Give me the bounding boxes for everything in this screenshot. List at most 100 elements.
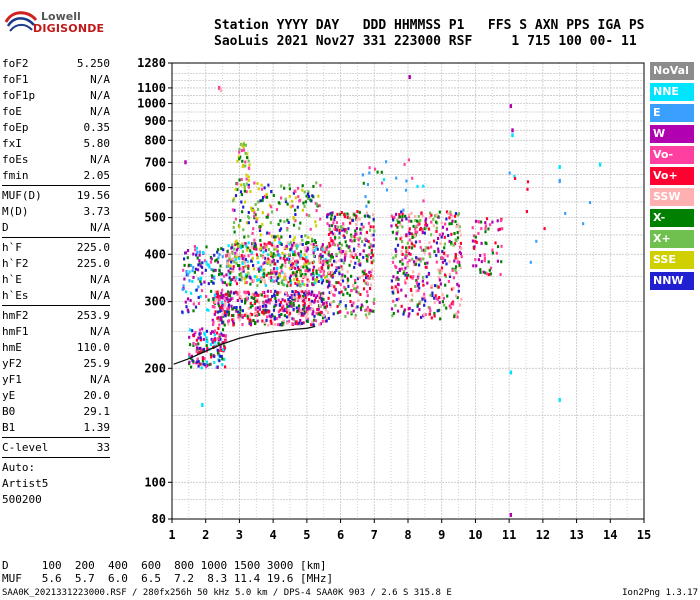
echo-point: [360, 222, 363, 226]
echo-point: [291, 243, 294, 247]
echo-point: [262, 268, 265, 272]
echo-point: [307, 235, 310, 239]
echo-point: [289, 279, 292, 283]
echo-point: [199, 350, 202, 354]
echo-point: [243, 261, 246, 264]
echo-point: [396, 218, 399, 222]
echo-point: [238, 178, 241, 182]
echo-point: [474, 235, 477, 239]
echo-point: [195, 349, 198, 353]
echo-point: [329, 217, 333, 221]
echo-point: [357, 299, 360, 303]
echo-point: [310, 272, 313, 276]
param-row: foF1p N/A: [2, 88, 110, 104]
echo-point: [295, 261, 298, 265]
echo-point: [373, 167, 377, 171]
echo-point: [259, 233, 262, 237]
echo-point: [333, 215, 337, 219]
echo-point: [397, 277, 400, 281]
echo-point: [233, 306, 236, 310]
echo-point: [471, 226, 474, 230]
echo-point: [337, 243, 340, 247]
echo-point: [240, 254, 243, 258]
echo-point: [296, 310, 299, 313]
echo-point: [435, 297, 438, 301]
echo-point: [472, 234, 476, 238]
echo-point: [298, 257, 302, 261]
echo-point: [257, 200, 260, 204]
echo-point: [327, 296, 330, 300]
echo-point: [293, 293, 296, 297]
echo-point: [418, 263, 421, 267]
echo-point: [244, 164, 247, 168]
echo-point: [359, 252, 362, 256]
echo-point: [448, 272, 451, 276]
isolated-echo-point: [598, 162, 602, 167]
echo-point: [370, 233, 373, 237]
echo-point: [198, 250, 201, 254]
echo-point: [525, 210, 528, 213]
param-row: D N/A: [2, 220, 110, 236]
echo-point: [401, 258, 404, 262]
echo-point: [323, 262, 326, 266]
echo-point: [295, 274, 298, 278]
echo-point: [306, 320, 309, 323]
echo-point: [296, 299, 300, 302]
echo-point: [221, 288, 224, 292]
echo-point: [336, 311, 339, 315]
echo-point: [346, 281, 349, 285]
echo-point: [288, 296, 292, 300]
echo-point: [304, 275, 307, 279]
echo-point: [350, 274, 353, 278]
echo-point: [236, 188, 239, 192]
echo-point: [365, 211, 368, 215]
echo-point: [348, 216, 351, 220]
echo-point: [440, 256, 443, 259]
echo-point: [355, 227, 358, 230]
echo-point: [221, 363, 224, 367]
echo-point: [340, 290, 343, 294]
echo-point: [275, 279, 278, 283]
echo-point: [358, 275, 361, 279]
echo-point: [299, 274, 302, 278]
echo-point: [181, 310, 184, 314]
echo-point: [295, 263, 298, 267]
echo-point: [414, 240, 418, 244]
echo-point: [310, 302, 313, 306]
echo-point: [214, 310, 217, 314]
echo-point: [246, 156, 249, 160]
echo-point: [365, 276, 368, 280]
echo-point: [194, 248, 197, 252]
echo-point: [234, 194, 238, 198]
param-value: 3.73: [83, 205, 111, 218]
echo-point: [281, 263, 284, 267]
echo-point: [220, 332, 223, 336]
echo-point: [232, 318, 235, 321]
echo-point: [332, 272, 335, 276]
echo-point: [395, 298, 398, 302]
echo-point: [453, 259, 456, 263]
y-tick-label: 80: [152, 512, 166, 526]
echo-point: [317, 273, 320, 277]
echo-point: [247, 211, 250, 214]
echo-point: [213, 333, 216, 337]
echo-point: [281, 306, 284, 310]
echo-point: [347, 278, 350, 282]
echo-point: [396, 276, 399, 280]
echo-point: [198, 259, 201, 263]
echo-point: [447, 280, 450, 283]
echo-point: [400, 249, 403, 253]
echo-point: [358, 210, 361, 214]
echo-point: [454, 252, 457, 256]
echo-point: [294, 281, 297, 285]
echo-point: [254, 213, 257, 217]
echo-point: [372, 309, 375, 313]
echo-point: [245, 190, 248, 194]
echo-point: [256, 298, 259, 301]
echo-point: [336, 212, 339, 216]
echo-point: [285, 302, 289, 306]
echo-point: [279, 219, 282, 223]
echo-point: [251, 293, 254, 297]
echo-point: [287, 260, 291, 264]
echo-point: [472, 264, 475, 268]
